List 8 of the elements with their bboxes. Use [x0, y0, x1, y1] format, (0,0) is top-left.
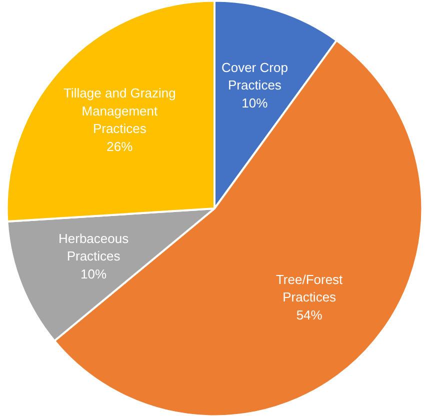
- slice-label: Herbaceous Practices: [58, 230, 130, 264]
- slice-label: Tree/Forest Practices: [276, 272, 344, 305]
- slice-label: Cover Crop Practices: [221, 60, 288, 93]
- data-label: 10%: [80, 266, 108, 282]
- data-label: 54%: [296, 307, 323, 322]
- slice-label: Tillage and Grazing Management Practices: [64, 86, 176, 136]
- data-label: 26%: [106, 138, 134, 154]
- data-label: 10%: [242, 96, 268, 111]
